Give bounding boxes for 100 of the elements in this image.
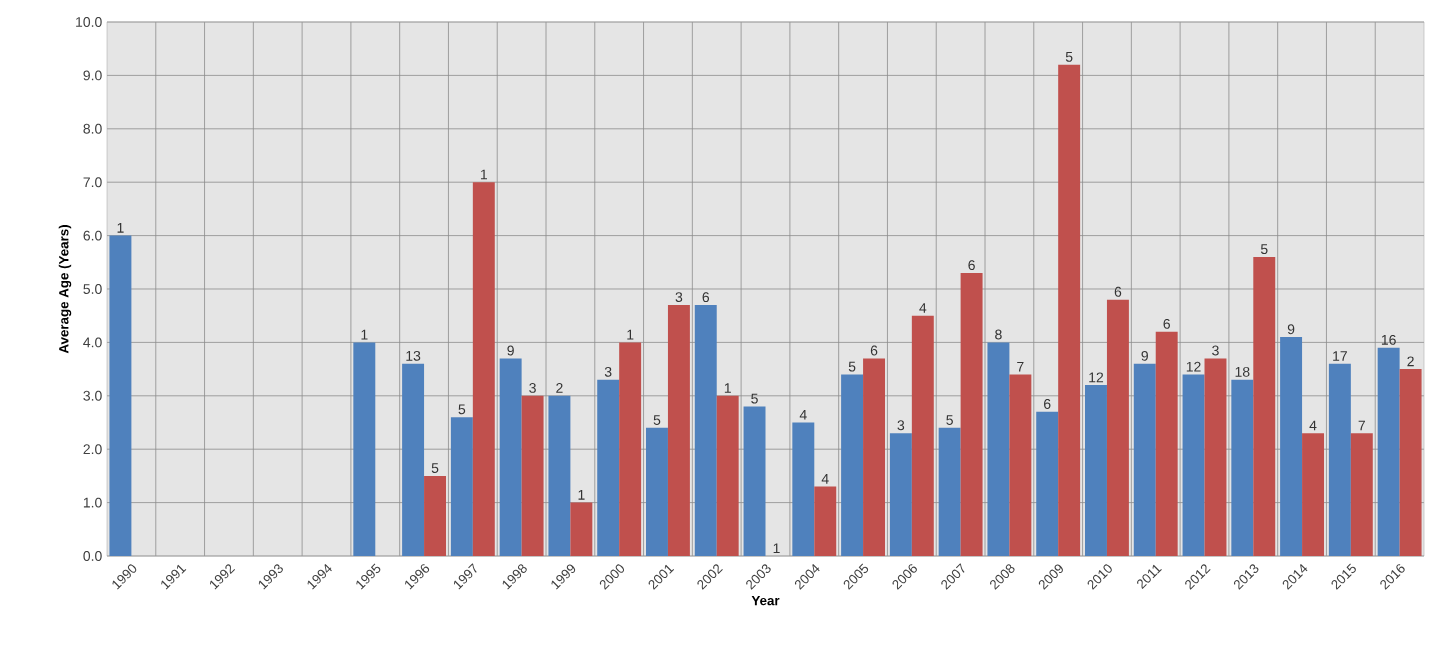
bar <box>424 475 447 556</box>
bar <box>1085 385 1107 556</box>
bar <box>863 358 886 556</box>
bar <box>1377 347 1400 556</box>
annotation: 4 <box>1309 420 1317 431</box>
bar <box>1036 411 1059 556</box>
annotation: 1 <box>627 329 634 340</box>
annotation: 6 <box>702 292 710 303</box>
bar <box>521 395 544 556</box>
annotation: 3 <box>604 366 612 377</box>
bar <box>889 433 912 556</box>
annotation: 3 <box>897 420 905 431</box>
annotation: 1 <box>773 543 780 554</box>
annotation: 4 <box>799 409 807 420</box>
bar <box>667 305 690 556</box>
bar <box>1231 379 1254 556</box>
annotation: 6 <box>1114 286 1122 297</box>
annotation: 5 <box>751 393 758 404</box>
annotation: 1 <box>361 329 368 340</box>
annotation: 5 <box>946 415 953 425</box>
bar <box>716 395 739 556</box>
annotation: 9 <box>1141 350 1148 361</box>
bar <box>1302 433 1325 556</box>
annotation: 5 <box>1065 52 1073 62</box>
annotation: 3 <box>675 292 683 303</box>
bar <box>1009 374 1032 556</box>
annotation: 6 <box>1044 398 1051 409</box>
bar <box>499 358 522 556</box>
bar <box>1204 358 1227 556</box>
bar <box>1155 331 1178 556</box>
bar <box>646 427 668 556</box>
annotation: 1 <box>117 223 124 233</box>
annotation: 7 <box>1017 361 1024 372</box>
bar <box>1280 337 1303 556</box>
y-tick-label: 0.0 <box>83 551 102 561</box>
y-tick-label: 10.0 <box>76 17 102 27</box>
annotation: 12 <box>1089 372 1104 383</box>
annotation: 18 <box>1235 366 1250 377</box>
annotation: 3 <box>1212 345 1219 356</box>
annotation: 6 <box>968 260 975 271</box>
annotation: 4 <box>821 474 829 484</box>
annotation: 16 <box>1381 334 1396 345</box>
bar <box>597 379 620 556</box>
bar <box>987 342 1010 556</box>
x-axis-title: Year <box>751 595 780 606</box>
annotation: 1 <box>724 383 731 393</box>
bar <box>960 272 983 556</box>
bar <box>1253 256 1276 556</box>
annotation: 8 <box>995 329 1002 340</box>
bar <box>743 406 766 556</box>
bar <box>548 395 571 556</box>
annotation: 13 <box>406 350 421 361</box>
bar <box>938 427 961 556</box>
bar <box>1328 363 1351 556</box>
bar <box>792 422 815 556</box>
y-axis-title: Average Age (Years) <box>58 225 72 354</box>
bar <box>1133 363 1156 556</box>
annotation: 7 <box>1358 420 1365 431</box>
bar <box>841 374 864 556</box>
y-tick-label: 1.0 <box>83 497 102 508</box>
bar <box>353 342 376 556</box>
y-tick-label: 6.0 <box>83 230 102 241</box>
y-tick-label: 7.0 <box>83 177 102 188</box>
annotation: 1 <box>480 169 488 180</box>
annotation: 17 <box>1333 351 1347 361</box>
annotation: 5 <box>848 361 856 372</box>
annotation: 2 <box>556 383 563 393</box>
annotation: 6 <box>1163 318 1170 329</box>
bar <box>472 182 495 556</box>
bar <box>109 235 132 556</box>
bar <box>1182 374 1205 556</box>
y-tick-label: 8.0 <box>83 123 102 134</box>
bar <box>814 486 837 556</box>
y-tick-label: 9.0 <box>83 70 102 81</box>
bar <box>1058 64 1081 556</box>
bar <box>1399 369 1422 556</box>
bar <box>1350 433 1373 556</box>
annotation: 2 <box>1407 356 1414 367</box>
annotation: 4 <box>919 303 927 313</box>
bar <box>570 502 593 556</box>
y-tick-label: 4.0 <box>83 337 102 348</box>
annotation: 5 <box>431 463 439 473</box>
bar <box>619 342 642 556</box>
annotation: 5 <box>1260 244 1268 255</box>
annotation: 6 <box>870 345 878 356</box>
annotation: 5 <box>458 404 466 415</box>
y-tick-label: 5.0 <box>83 284 102 294</box>
y-tick-label: 3.0 <box>83 390 102 401</box>
bar <box>450 417 473 556</box>
annotation: 5 <box>653 415 661 425</box>
bar <box>402 363 425 556</box>
annotation: 1 <box>578 490 585 500</box>
bar <box>911 315 934 556</box>
bar <box>694 305 717 556</box>
annotation: 3 <box>529 382 536 393</box>
annotation: 9 <box>507 345 514 356</box>
y-tick-label: 2.0 <box>83 444 102 455</box>
annotation: 9 <box>1287 324 1295 335</box>
annotation: 12 <box>1186 361 1201 372</box>
bar <box>1106 299 1129 556</box>
